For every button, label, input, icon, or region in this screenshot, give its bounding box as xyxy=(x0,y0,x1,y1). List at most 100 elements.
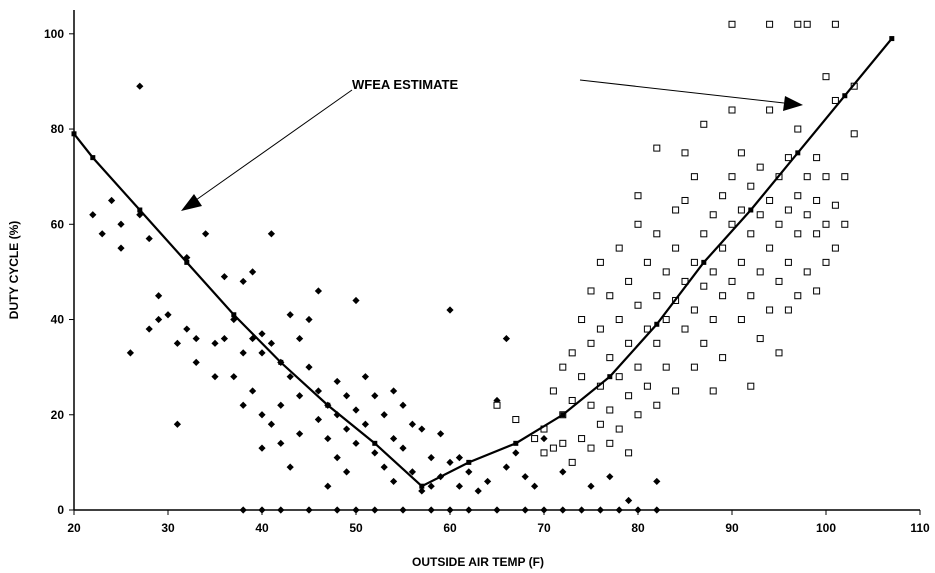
heating-point xyxy=(352,439,360,447)
cooling-point xyxy=(747,292,755,300)
cooling-point xyxy=(709,211,717,219)
heating-point xyxy=(484,477,492,486)
heating-point xyxy=(155,315,163,324)
heating-point xyxy=(286,311,294,319)
cooling-point xyxy=(756,163,764,171)
data-marks xyxy=(71,20,895,514)
cooling-point xyxy=(549,387,557,395)
cooling-point xyxy=(728,173,736,181)
heating-point xyxy=(89,211,97,219)
x-tick-label: 110 xyxy=(910,521,930,535)
cooling-point xyxy=(615,425,623,433)
cooling-point xyxy=(672,387,680,395)
cooling-point xyxy=(681,325,689,333)
cooling-point xyxy=(643,258,651,266)
cooling-point xyxy=(690,173,698,181)
estimate-point xyxy=(748,207,754,213)
heating-point xyxy=(230,373,238,381)
cooling-point xyxy=(822,258,830,266)
x-tick-label: 40 xyxy=(255,521,269,535)
heating-point xyxy=(521,506,529,514)
heating-point xyxy=(305,315,313,324)
x-axis-title: OUTSIDE AIR TEMP (F) xyxy=(412,555,544,569)
heating-point xyxy=(258,349,266,357)
cooling-point xyxy=(831,20,839,28)
heating-point xyxy=(258,330,266,338)
heating-point xyxy=(211,373,219,381)
cooling-point xyxy=(690,363,698,371)
heating-point xyxy=(183,325,191,333)
cooling-point xyxy=(775,277,783,285)
cooling-point xyxy=(672,244,680,252)
estimate-point xyxy=(278,359,284,365)
heating-point xyxy=(540,434,548,443)
cooling-point xyxy=(625,392,633,400)
heating-point xyxy=(521,473,529,481)
cooling-point xyxy=(822,220,830,228)
heating-point xyxy=(258,506,266,514)
cooling-point xyxy=(850,130,858,138)
heating-point xyxy=(427,454,435,462)
cooling-point xyxy=(606,354,614,362)
heating-point xyxy=(267,420,275,428)
heating-point xyxy=(559,468,567,476)
heating-point xyxy=(277,506,285,514)
heating-point xyxy=(352,296,360,305)
cooling-point xyxy=(728,277,736,285)
heating-point xyxy=(371,392,379,400)
cooling-point xyxy=(653,339,661,347)
plot-frame xyxy=(73,10,920,511)
cooling-point xyxy=(803,268,811,276)
cooling-point xyxy=(596,420,604,428)
heating-point xyxy=(173,339,181,347)
heating-point xyxy=(145,234,153,243)
heating-point xyxy=(361,420,369,428)
cooling-point xyxy=(841,173,849,181)
cooling-point xyxy=(653,230,661,238)
y-tick-label: 20 xyxy=(51,408,65,422)
cooling-point xyxy=(662,363,670,371)
heating-point xyxy=(399,401,407,409)
y-tick-label: 60 xyxy=(51,217,65,231)
heating-point xyxy=(333,377,341,386)
cooling-point xyxy=(737,316,745,324)
heating-point xyxy=(371,449,379,457)
cooling-point xyxy=(578,435,586,443)
cooling-point xyxy=(747,382,755,390)
cooling-point xyxy=(643,325,651,333)
heating-point xyxy=(117,220,125,228)
estimate-point xyxy=(325,402,331,408)
cooling-point xyxy=(559,363,567,371)
cooling-point xyxy=(709,268,717,276)
heating-point xyxy=(390,387,398,395)
cooling-point xyxy=(709,387,717,395)
heating-point xyxy=(493,506,501,514)
heating-point xyxy=(343,425,351,433)
heating-point xyxy=(286,463,294,471)
cooling-point xyxy=(737,258,745,266)
x-tick-label: 80 xyxy=(631,521,645,535)
heating-point xyxy=(136,82,144,90)
heating-point xyxy=(296,430,304,438)
cooling-point xyxy=(587,287,595,295)
estimate-point xyxy=(184,259,190,265)
heating-point xyxy=(314,415,322,424)
heating-point xyxy=(399,506,407,514)
cooling-point xyxy=(568,349,576,357)
estimate-point xyxy=(654,321,660,327)
estimate-point xyxy=(795,150,801,156)
cooling-point xyxy=(794,292,802,300)
heating-point xyxy=(211,339,219,347)
heating-point xyxy=(455,482,463,490)
estimate-point xyxy=(701,259,707,265)
cooling-point xyxy=(653,292,661,300)
estimate-point xyxy=(231,312,237,318)
cooling-point xyxy=(756,211,764,219)
heating-point xyxy=(324,434,332,443)
cooling-point xyxy=(822,173,830,181)
heating-point xyxy=(220,273,228,281)
cooling-point xyxy=(606,439,614,447)
cooling-point xyxy=(784,154,792,162)
heating-point xyxy=(108,196,116,205)
